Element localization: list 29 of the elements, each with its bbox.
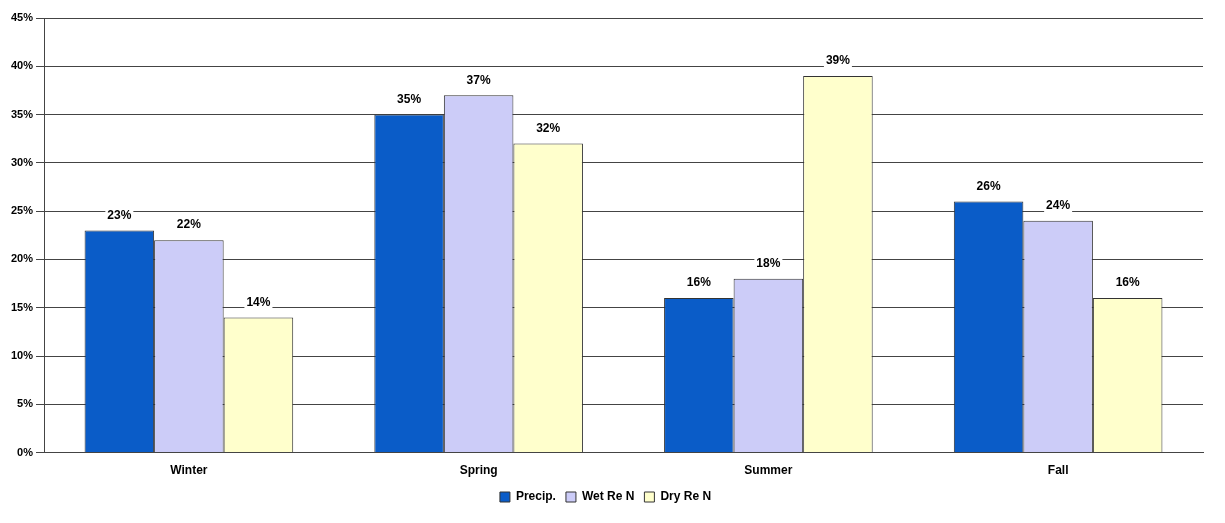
data-label: 39% xyxy=(825,53,851,68)
data-label: 14% xyxy=(246,294,271,309)
legend-label: Wet Re N xyxy=(581,489,635,504)
y-tick-label: 0% xyxy=(17,445,34,458)
x-tick-label: Spring xyxy=(459,463,498,478)
y-tick-label: 10% xyxy=(10,349,34,362)
y-tick-label: 40% xyxy=(10,59,34,72)
data-label: 26% xyxy=(976,178,1001,193)
x-tick-label: Winter xyxy=(170,463,208,478)
y-tick-label: 5% xyxy=(17,397,34,410)
data-label: 23% xyxy=(107,207,132,222)
y-tick-label: 45% xyxy=(10,11,34,24)
data-label: 24% xyxy=(1046,198,1071,213)
x-tick-label: Fall xyxy=(1047,463,1069,478)
data-label: 16% xyxy=(1115,275,1140,290)
data-label: 18% xyxy=(756,256,781,271)
data-label: 35% xyxy=(397,91,422,106)
y-tick-label: 30% xyxy=(10,155,34,168)
x-tick-label: Summer xyxy=(744,463,793,478)
legend-label: Dry Re N xyxy=(660,489,712,504)
data-label: 32% xyxy=(536,120,561,135)
y-tick-label: 25% xyxy=(10,204,34,217)
data-label: 16% xyxy=(686,275,712,290)
y-tick-label: 35% xyxy=(10,107,34,120)
data-label: 22% xyxy=(176,217,202,232)
y-tick-label: 20% xyxy=(10,252,34,265)
legend-label: Precip. xyxy=(515,489,556,504)
y-tick-label: 15% xyxy=(10,300,34,313)
data-label: 37% xyxy=(466,72,491,87)
